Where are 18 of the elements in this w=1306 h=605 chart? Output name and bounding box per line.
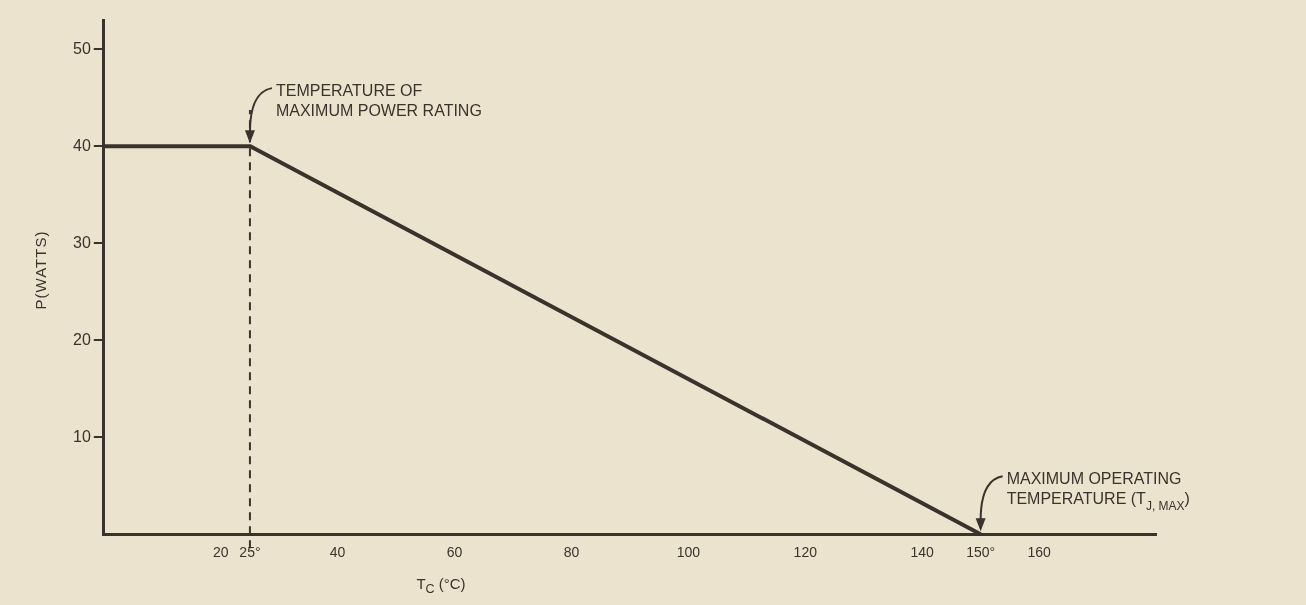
x-tick-label: 150° [966, 544, 996, 561]
x-tick-label: 120 [793, 544, 818, 561]
x-tick-label: 100 [676, 544, 701, 561]
x-tick-label: 20 [212, 544, 229, 561]
y-tick-label: 10 [73, 427, 91, 445]
x-tick-label: 40 [329, 544, 346, 561]
y-tick-label: 20 [73, 330, 91, 348]
y-tick-label: 30 [73, 233, 91, 251]
x-axis-title: T$_{C}$ (°C) [416, 575, 466, 596]
x-tick-label: 25° [239, 544, 261, 561]
x-tick-label: 80 [563, 544, 580, 561]
y-tick-label: 40 [73, 136, 91, 154]
y-tick-label: 50 [73, 39, 91, 57]
x-tick-label: 160 [1027, 544, 1051, 561]
x-tick-label: 140 [910, 544, 935, 561]
y-axis-title: P(WATTS) [31, 230, 49, 310]
x-tick-label: 60 [446, 544, 463, 561]
annotation: TEMPERATURE OF MAXIMUM POWER RATING [275, 82, 482, 120]
